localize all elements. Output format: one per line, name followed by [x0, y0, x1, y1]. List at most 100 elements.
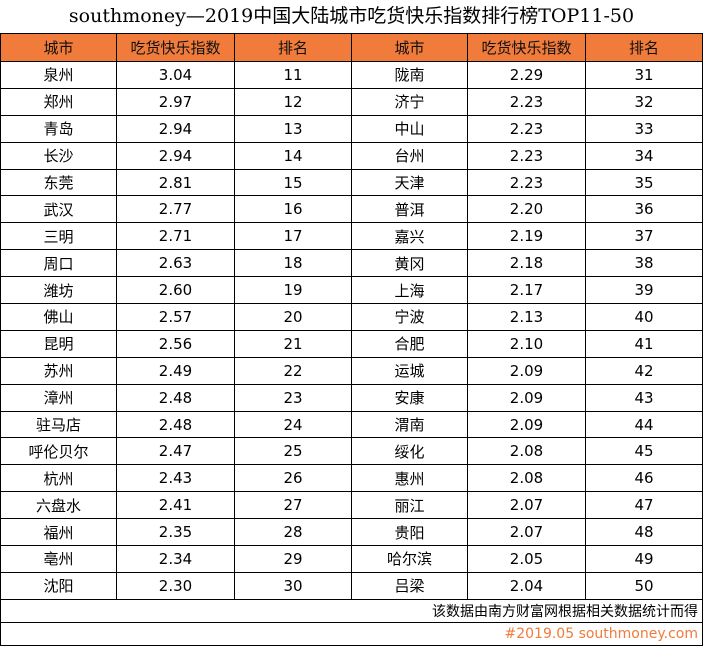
cell-rank-right: 48 — [585, 518, 703, 547]
cell-rank-left: 26 — [234, 464, 352, 493]
table-row: 佛山 2.57 20 宁波 2.13 40 — [0, 303, 703, 331]
cell-rank-left: 27 — [234, 491, 352, 520]
cell-city-right: 陇南 — [351, 61, 468, 89]
footer-note-row: 该数据由南方财富网根据相关数据统计而得 — [0, 598, 703, 623]
table-row: 漳州 2.48 23 安康 2.09 43 — [0, 383, 703, 412]
cell-city-right: 哈尔滨 — [351, 545, 468, 573]
cell-rank-right: 39 — [585, 276, 703, 305]
cell-rank-right: 44 — [585, 410, 703, 439]
cell-index-left: 2.63 — [116, 249, 235, 278]
cell-index-right: 2.05 — [467, 545, 586, 573]
cell-index-right: 2.04 — [467, 571, 586, 600]
cell-rank-right: 45 — [585, 437, 703, 466]
cell-city-left: 东莞 — [0, 168, 117, 197]
cell-rank-right: 41 — [585, 329, 703, 358]
page-title: southmoney—2019中国大陆城市吃货快乐指数排行榜TOP11-50 — [68, 5, 635, 27]
table-row: 郑州 2.97 12 济宁 2.23 32 — [0, 87, 703, 116]
cell-index-left: 2.48 — [116, 410, 235, 439]
table-row: 福州 2.35 28 贵阳 2.07 48 — [0, 518, 703, 547]
cell-index-right: 2.10 — [467, 329, 586, 358]
cell-city-left: 苏州 — [0, 356, 117, 385]
ranking-table: 城市 吃货快乐指数 排名 城市 吃货快乐指数 排名 泉州 3.04 11 陇南 2.29… — [0, 33, 703, 646]
cell-city-right: 惠州 — [351, 464, 468, 493]
cell-index-left: 2.48 — [116, 383, 235, 412]
cell-rank-right: 47 — [585, 491, 703, 520]
cell-city-right: 天津 — [351, 168, 468, 197]
cell-rank-left: 19 — [234, 276, 352, 305]
cell-rank-left: 16 — [234, 195, 352, 224]
cell-rank-left: 15 — [234, 168, 352, 197]
cell-city-left: 福州 — [0, 518, 117, 547]
cell-index-left: 2.30 — [116, 571, 235, 600]
table-row: 长沙 2.94 14 台州 2.23 34 — [0, 141, 703, 170]
cell-index-right: 2.20 — [467, 195, 586, 224]
cell-index-right: 2.23 — [467, 141, 586, 170]
cell-city-left: 昆明 — [0, 329, 117, 358]
table-row: 潍坊 2.60 19 上海 2.17 39 — [0, 276, 703, 305]
cell-city-right: 吕梁 — [351, 571, 468, 600]
cell-rank-left: 12 — [234, 87, 352, 116]
table-row: 沈阳 2.30 30 吕梁 2.04 50 — [0, 571, 703, 600]
cell-index-right: 2.23 — [467, 114, 586, 143]
table-row: 苏州 2.49 22 运城 2.09 42 — [0, 356, 703, 385]
cell-city-left: 呼伦贝尔 — [0, 437, 117, 466]
cell-rank-left: 24 — [234, 410, 352, 439]
table-row: 呼伦贝尔 2.47 25 绥化 2.08 45 — [0, 437, 703, 466]
cell-city-left: 三明 — [0, 222, 117, 251]
cell-rank-left: 28 — [234, 518, 352, 547]
cell-rank-left: 18 — [234, 249, 352, 278]
cell-index-left: 3.04 — [116, 61, 235, 89]
cell-city-right: 运城 — [351, 356, 468, 385]
cell-city-right: 贵阳 — [351, 518, 468, 547]
cell-index-right: 2.17 — [467, 276, 586, 305]
cell-city-right: 济宁 — [351, 87, 468, 116]
cell-rank-left: 21 — [234, 329, 352, 358]
cell-index-left: 2.43 — [116, 464, 235, 493]
column-header-city-right: 城市 — [351, 33, 468, 62]
cell-index-right: 2.13 — [467, 303, 586, 331]
table-row: 驻马店 2.48 24 渭南 2.09 44 — [0, 410, 703, 439]
cell-index-left: 2.94 — [116, 141, 235, 170]
cell-index-right: 2.23 — [467, 168, 586, 197]
cell-index-left: 2.97 — [116, 87, 235, 116]
cell-city-left: 长沙 — [0, 141, 117, 170]
cell-city-right: 上海 — [351, 276, 468, 305]
column-header-rank-right: 排名 — [585, 33, 703, 62]
cell-index-right: 2.19 — [467, 222, 586, 251]
footer-note: 该数据由南方财富网根据相关数据统计而得 — [0, 598, 703, 623]
cell-city-left: 周口 — [0, 249, 117, 278]
cell-city-right: 丽江 — [351, 491, 468, 520]
column-header-index-right: 吃货快乐指数 — [467, 33, 586, 62]
cell-rank-right: 46 — [585, 464, 703, 493]
cell-city-right: 台州 — [351, 141, 468, 170]
cell-city-right: 黄冈 — [351, 249, 468, 278]
table-row: 东莞 2.81 15 天津 2.23 35 — [0, 168, 703, 197]
cell-city-left: 六盘水 — [0, 491, 117, 520]
cell-city-left: 青岛 — [0, 114, 117, 143]
cell-index-left: 2.41 — [116, 491, 235, 520]
cell-city-left: 杭州 — [0, 464, 117, 493]
cell-city-left: 佛山 — [0, 303, 117, 331]
cell-rank-right: 40 — [585, 303, 703, 331]
cell-city-left: 驻马店 — [0, 410, 117, 439]
cell-city-right: 安康 — [351, 383, 468, 412]
cell-city-right: 渭南 — [351, 410, 468, 439]
cell-rank-right: 32 — [585, 87, 703, 116]
cell-city-left: 武汉 — [0, 195, 117, 224]
table-row: 武汉 2.77 16 普洱 2.20 36 — [0, 195, 703, 224]
table-row: 亳州 2.34 29 哈尔滨 2.05 49 — [0, 545, 703, 573]
cell-city-right: 宁波 — [351, 303, 468, 331]
cell-rank-left: 30 — [234, 571, 352, 600]
cell-index-right: 2.09 — [467, 356, 586, 385]
cell-city-right: 中山 — [351, 114, 468, 143]
cell-city-left: 潍坊 — [0, 276, 117, 305]
cell-index-left: 2.71 — [116, 222, 235, 251]
cell-rank-right: 38 — [585, 249, 703, 278]
cell-index-left: 2.81 — [116, 168, 235, 197]
table-row: 三明 2.71 17 嘉兴 2.19 37 — [0, 222, 703, 251]
cell-city-right: 绥化 — [351, 437, 468, 466]
cell-index-right: 2.23 — [467, 87, 586, 116]
table-row: 周口 2.63 18 黄冈 2.18 38 — [0, 249, 703, 278]
cell-rank-left: 22 — [234, 356, 352, 385]
